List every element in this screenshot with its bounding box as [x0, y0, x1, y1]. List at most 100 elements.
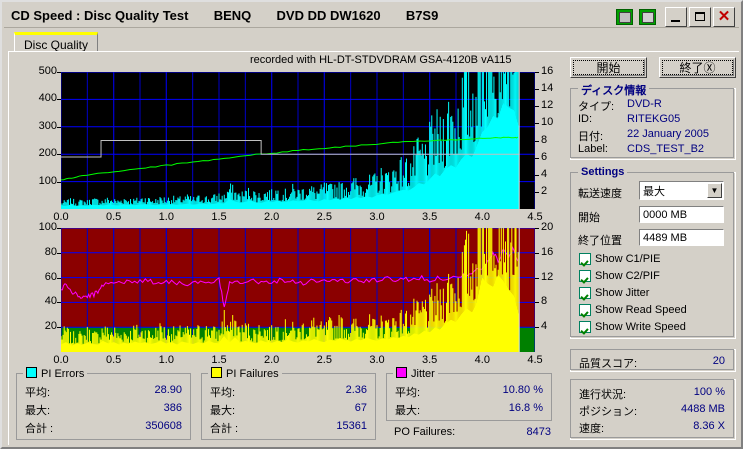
- y2-tick: [535, 228, 539, 229]
- y-tick: [57, 228, 61, 229]
- y2-tick-label: 20: [541, 221, 554, 233]
- speed-readout-value: 8.36 X: [693, 420, 725, 432]
- speed-select[interactable]: 最大 ▼: [639, 181, 724, 200]
- jitter-avg-value: 10.80 %: [502, 384, 543, 396]
- pi-errors-avg-value: 28.90: [154, 384, 182, 396]
- x-tick-label: 2.5: [316, 211, 332, 223]
- tab-disc-quality[interactable]: Disc Quality: [14, 32, 99, 52]
- close-button[interactable]: ✕: [713, 6, 735, 27]
- checkbox-icon: [579, 304, 591, 316]
- start-position-input[interactable]: 0000 MB: [639, 206, 724, 223]
- y2-tick: [535, 174, 539, 176]
- x-tick-label: 4.0: [474, 211, 490, 223]
- disc-type-label: タイプ:: [578, 101, 615, 113]
- y2-tick: [535, 252, 539, 254]
- pi-failures-stats-header: PI Failures: [208, 367, 282, 380]
- x-tick-label: 3.0: [369, 211, 385, 223]
- title-model: DVD DD DW1620: [276, 8, 381, 23]
- y2-tick: [535, 157, 539, 159]
- main-panel: recorded with HL-DT-STDVDRAM GSA-4120B v…: [8, 51, 739, 445]
- pi-errors-chart: recorded with HL-DT-STDVDRAM GSA-4120B v…: [9, 52, 554, 223]
- y2-tick-label: 8: [541, 295, 548, 308]
- window-title: CD Speed : Disc Quality Test BENQ DVD DD…: [11, 8, 438, 23]
- start-position-value: 0000 MB: [643, 208, 688, 221]
- disc-info-title: ディスク情報: [578, 82, 650, 98]
- pi-errors-legend-swatch: [26, 367, 37, 378]
- y-tick-label: 20: [44, 320, 57, 333]
- minimize-button[interactable]: [665, 6, 687, 27]
- speed-readout-label: 速度:: [579, 423, 605, 435]
- settings-title: Settings: [578, 166, 628, 178]
- disc-date-label: 日付:: [578, 131, 604, 143]
- pi-failures-jitter-chart: 20 40 60 80 100 4 8 12 16 20 0.0 0.5 1.0 1.5 2.0 2.5 3…: [9, 221, 554, 366]
- pi-failures-stats-title: PI Failures: [226, 368, 279, 380]
- x-tick-label: 1.0: [158, 354, 174, 366]
- stop-button[interactable]: 終了Ⓧ: [659, 57, 736, 78]
- device-icon[interactable]: [636, 6, 658, 27]
- checkbox-show-c2-pif[interactable]: Show C2/PIF: [579, 270, 660, 282]
- x-tick-label: 0.5: [106, 211, 122, 223]
- y2-tick: [535, 72, 539, 73]
- y2-tick-label: 8: [541, 133, 548, 146]
- checkbox-label: Show C1/PIE: [595, 253, 661, 265]
- pi-failures-total-label: 合計 :: [210, 423, 239, 435]
- tab-label: Disc Quality: [24, 37, 89, 52]
- disc-date-value: 22 January 2005: [627, 128, 709, 140]
- y2-tick-label: 2: [541, 184, 548, 197]
- pi-errors-stats-title: PI Errors: [41, 368, 85, 380]
- report-icon[interactable]: [613, 6, 635, 27]
- y2-tick-label: 10: [541, 116, 554, 129]
- pi-failures-avg-value: 2.36: [345, 384, 367, 396]
- checkbox-show-read-speed[interactable]: Show Read Speed: [579, 304, 687, 316]
- tab-strip: Disc Quality: [8, 32, 735, 52]
- pi-errors-total-label: 合計 :: [25, 423, 54, 435]
- checkbox-show-write-speed[interactable]: Show Write Speed: [579, 321, 686, 333]
- y-tick-label: 300: [38, 119, 57, 132]
- checkbox-label: Show Write Speed: [595, 321, 686, 333]
- start-button[interactable]: 開始: [570, 57, 647, 78]
- disc-info-group: ディスク情報 タイプ: DVD-R ID: RITEKG05 日付: 22 Ja…: [570, 82, 736, 160]
- quality-score-value: 20: [712, 355, 725, 367]
- checkbox-label: Show Jitter: [595, 287, 650, 299]
- jitter-stats-title: Jitter: [411, 368, 435, 380]
- y-tick-label: 400: [38, 92, 57, 105]
- y2-tick: [535, 89, 539, 91]
- y2-tick: [535, 302, 539, 304]
- checkbox-icon: [579, 287, 591, 299]
- settings-group: Settings 転送速度 最大 ▼ 開始 0000 MB 終了位置 4489 …: [570, 166, 736, 339]
- jitter-max-value: 16.8 %: [508, 402, 543, 414]
- y2-tick-label: 12: [541, 270, 554, 283]
- po-failures-label: PO Failures:: [394, 426, 456, 438]
- jitter-max-label: 最大:: [395, 405, 421, 417]
- x-tick-label: 3.0: [369, 354, 385, 366]
- progress-group: 進行状況: 100 % ポジション: 4488 MB 速度: 8.36 X: [570, 379, 736, 440]
- x-tick-label: 2.5: [316, 354, 332, 366]
- checkbox-show-c1-pie[interactable]: Show C1/PIE: [579, 253, 660, 265]
- x-tick-label: 2.0: [264, 211, 280, 223]
- y2-tick-label: 12: [541, 99, 554, 112]
- pi-errors-stats-header: PI Errors: [23, 367, 88, 380]
- maximize-button[interactable]: [689, 6, 711, 27]
- y2-tick: [535, 106, 539, 108]
- checkbox-icon: [579, 253, 591, 265]
- x-tick-label: 4.5: [527, 211, 543, 223]
- end-position-input[interactable]: 4489 MB: [639, 229, 724, 246]
- x-tick-label: 3.5: [422, 354, 438, 366]
- end-position-value: 4489 MB: [643, 231, 688, 244]
- y-tick-label: 200: [38, 147, 57, 160]
- x-tick-label: 4.5: [527, 354, 543, 366]
- pi-failures-max-label: 最大:: [210, 405, 236, 417]
- x-tick-label: 0.0: [53, 354, 69, 366]
- y-tick-label: 100: [38, 174, 57, 187]
- y-tick-label: 80: [44, 245, 57, 258]
- pi-errors-max-label: 最大:: [25, 405, 51, 417]
- pi-errors-avg-label: 平均:: [25, 387, 51, 399]
- checkbox-show-jitter[interactable]: Show Jitter: [579, 287, 649, 299]
- pi-errors-plot: [61, 72, 535, 209]
- y2-tick: [535, 123, 539, 125]
- title-bar: CD Speed : Disc Quality Test BENQ DVD DD…: [4, 4, 739, 28]
- jitter-stats-header: Jitter: [393, 367, 438, 380]
- y-tick: [57, 302, 61, 304]
- chevron-down-icon[interactable]: ▼: [707, 183, 722, 198]
- disc-id-label: ID:: [578, 113, 593, 125]
